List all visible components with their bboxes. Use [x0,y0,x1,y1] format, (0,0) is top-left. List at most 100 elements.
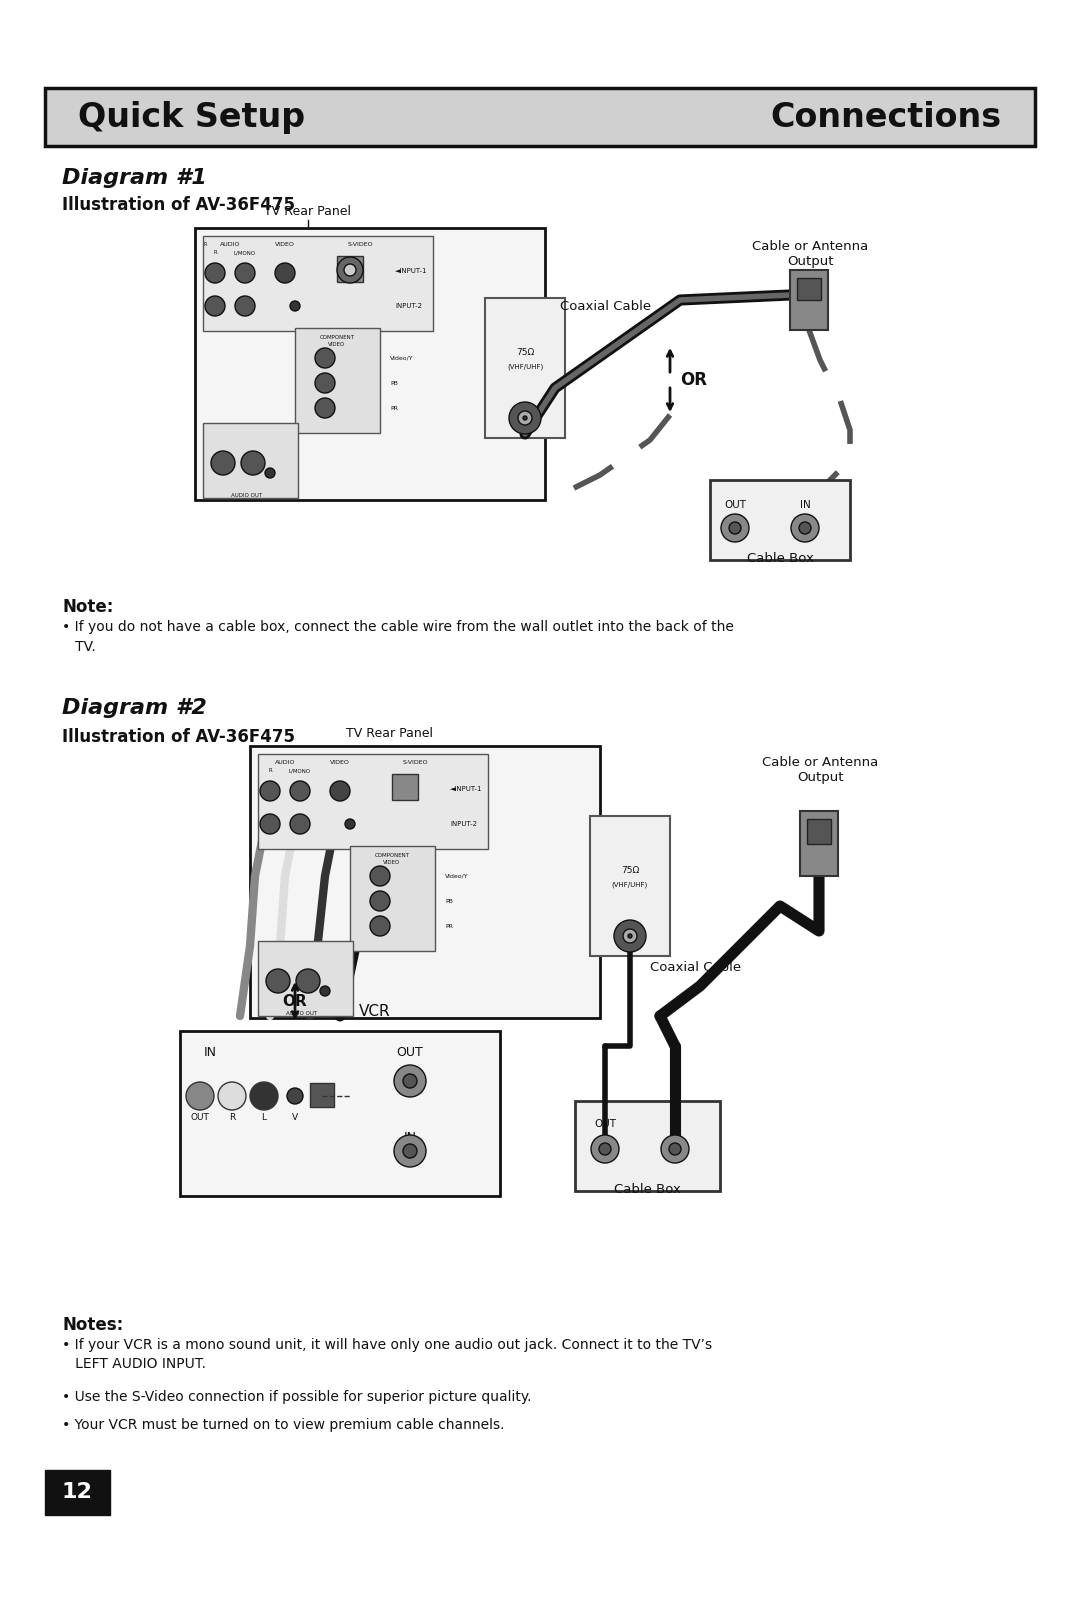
Bar [392,774,418,799]
Circle shape [394,1135,426,1167]
Bar [203,424,298,498]
Circle shape [218,1082,246,1111]
Circle shape [403,1074,417,1088]
Text: OUT: OUT [724,501,746,510]
Circle shape [235,295,255,316]
Text: OR: OR [283,993,308,1008]
Text: • Use the S-Video connection if possible for superior picture quality.: • Use the S-Video connection if possible… [62,1390,531,1404]
Bar [295,327,380,433]
Circle shape [287,1088,303,1104]
Text: Quick Setup: Quick Setup [78,101,306,133]
Text: INPUT-2: INPUT-2 [395,303,422,310]
Text: VIDEO: VIDEO [383,860,401,865]
Bar [710,480,850,560]
Circle shape [509,401,541,433]
Text: AUDIO OUT: AUDIO OUT [286,1011,318,1016]
Text: L: L [261,1112,267,1122]
Text: PR: PR [390,406,397,411]
Text: Notes:: Notes: [62,1316,123,1334]
Circle shape [315,348,335,368]
Text: Cable or Antenna
Output: Cable or Antenna Output [761,756,878,783]
Circle shape [623,929,637,944]
Circle shape [241,451,265,475]
Text: OUT: OUT [190,1112,210,1122]
Circle shape [205,295,225,316]
Circle shape [315,372,335,393]
Text: VIDEO: VIDEO [330,761,350,766]
Bar [800,811,838,876]
Bar [350,846,435,952]
Text: Cable Box: Cable Box [615,1183,680,1196]
Circle shape [370,916,390,936]
Text: PB: PB [390,380,397,385]
Text: S-VIDEO: S-VIDEO [402,761,428,766]
Circle shape [661,1135,689,1164]
Circle shape [370,867,390,886]
Bar [258,754,488,849]
Text: AUDIO OUT: AUDIO OUT [231,493,262,498]
Text: INPUT-2: INPUT-2 [450,822,477,827]
Circle shape [370,891,390,912]
Text: OUT: OUT [396,1046,423,1059]
Circle shape [186,1082,214,1111]
Circle shape [296,969,320,993]
Text: IN: IN [203,1046,216,1059]
Bar [249,746,600,1018]
Circle shape [275,263,295,282]
Bar [575,1101,720,1191]
Circle shape [615,920,646,952]
Text: 12: 12 [62,1481,93,1502]
Circle shape [330,782,350,801]
Circle shape [591,1135,619,1164]
Bar [807,819,831,844]
Text: ◄INPUT-1: ◄INPUT-1 [395,268,428,274]
Bar [797,278,821,300]
Circle shape [291,814,310,835]
Text: L/MONO: L/MONO [234,250,256,255]
Text: AUDIO: AUDIO [274,761,295,766]
Text: 75Ω: 75Ω [516,348,535,356]
Circle shape [337,257,363,282]
Text: Cable Box: Cable Box [746,552,813,565]
Text: Coaxial Cable: Coaxial Cable [561,300,651,313]
Text: R: R [268,769,272,774]
Circle shape [345,263,356,276]
Circle shape [205,263,225,282]
Text: ◄INPUT-1: ◄INPUT-1 [450,786,483,791]
Text: Cable or Antenna
Output: Cable or Antenna Output [752,241,868,268]
Text: AUDIO: AUDIO [219,242,240,247]
Circle shape [320,985,330,997]
Text: IN: IN [670,1119,680,1128]
Circle shape [291,302,300,311]
Bar [337,257,363,282]
Bar [590,815,670,957]
Text: R: R [203,242,206,247]
Text: • If your VCR is a mono sound unit, it will have only one audio out jack. Connec: • If your VCR is a mono sound unit, it w… [62,1339,712,1372]
Text: Connections: Connections [771,101,1002,133]
Text: TV Rear Panel: TV Rear Panel [347,727,433,740]
Text: Diagram #2: Diagram #2 [62,698,207,717]
Circle shape [627,934,632,937]
Bar [180,1030,500,1196]
Text: Coaxial Cable: Coaxial Cable [650,961,741,974]
Circle shape [291,782,310,801]
Text: Video/Y: Video/Y [445,873,469,878]
Circle shape [260,814,280,835]
Bar [258,941,353,1016]
Circle shape [266,969,291,993]
Text: V: V [292,1112,298,1122]
Text: PB: PB [445,899,453,904]
Circle shape [523,416,527,421]
Circle shape [265,469,275,478]
Text: (VHF/UHF): (VHF/UHF) [507,363,543,369]
Text: VIDEO: VIDEO [275,242,295,247]
Circle shape [345,819,355,830]
Bar [195,228,545,501]
Circle shape [260,782,280,801]
Circle shape [249,1082,278,1111]
Text: Note:: Note: [62,599,113,616]
Text: R: R [229,1112,235,1122]
Circle shape [315,398,335,417]
Circle shape [669,1143,681,1156]
Text: VIDEO: VIDEO [328,342,346,347]
